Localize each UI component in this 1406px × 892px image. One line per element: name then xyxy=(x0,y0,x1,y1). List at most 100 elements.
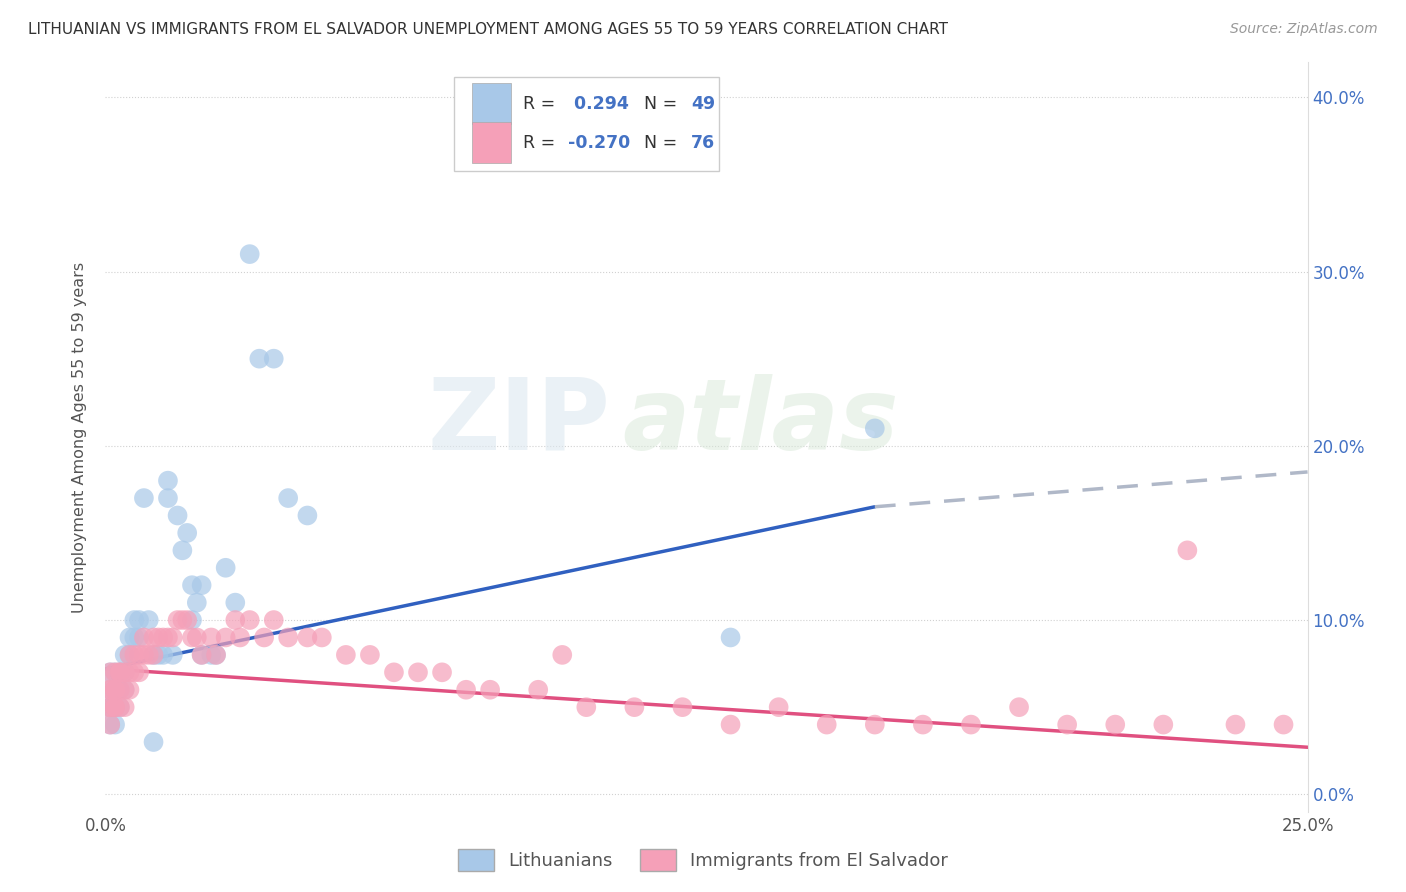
Point xyxy=(108,665,131,680)
Point xyxy=(98,700,121,714)
Point xyxy=(671,700,693,714)
Text: ZIP: ZIP xyxy=(427,374,610,471)
FancyBboxPatch shape xyxy=(472,83,510,124)
Point xyxy=(224,613,246,627)
Point xyxy=(960,717,983,731)
Point xyxy=(1104,717,1126,731)
Point xyxy=(104,665,127,680)
Point xyxy=(190,648,212,662)
Point xyxy=(108,665,131,680)
Point xyxy=(104,700,127,714)
Point xyxy=(124,631,146,645)
Point xyxy=(118,648,141,662)
Point xyxy=(166,508,188,523)
Point xyxy=(98,665,121,680)
Point xyxy=(108,700,131,714)
Point xyxy=(311,631,333,645)
Point xyxy=(1225,717,1247,731)
Point xyxy=(114,665,136,680)
Point xyxy=(138,613,160,627)
Point xyxy=(152,631,174,645)
Point xyxy=(128,613,150,627)
Point xyxy=(239,613,262,627)
Point xyxy=(172,543,194,558)
Point xyxy=(214,561,236,575)
Point xyxy=(98,700,121,714)
Point xyxy=(118,631,141,645)
Point xyxy=(128,631,150,645)
Point xyxy=(263,351,285,366)
Point xyxy=(200,648,222,662)
Point xyxy=(253,631,276,645)
Point xyxy=(205,648,228,662)
Point xyxy=(104,682,127,697)
Point xyxy=(142,735,165,749)
Point xyxy=(335,648,357,662)
Point xyxy=(108,700,131,714)
Point xyxy=(108,665,131,680)
Point xyxy=(768,700,790,714)
Point xyxy=(156,491,179,505)
Point xyxy=(148,648,170,662)
Point xyxy=(104,700,127,714)
Point xyxy=(114,648,136,662)
Point xyxy=(166,613,188,627)
Point xyxy=(247,351,270,366)
Point xyxy=(108,682,131,697)
Point xyxy=(98,665,121,680)
Point xyxy=(863,421,886,435)
Point xyxy=(104,700,127,714)
Point xyxy=(114,665,136,680)
Point xyxy=(277,631,299,645)
Point xyxy=(1152,717,1174,731)
Text: -0.270: -0.270 xyxy=(568,134,630,152)
Point xyxy=(551,648,574,662)
Point xyxy=(132,631,155,645)
Point xyxy=(142,648,165,662)
Point xyxy=(118,682,141,697)
Point xyxy=(176,525,198,540)
Point xyxy=(297,631,319,645)
Point xyxy=(98,682,121,697)
Point xyxy=(181,613,204,627)
Point xyxy=(239,247,262,261)
Point xyxy=(176,613,198,627)
Point xyxy=(162,648,184,662)
Point xyxy=(190,648,212,662)
Point xyxy=(224,596,246,610)
Point xyxy=(297,508,319,523)
Y-axis label: Unemployment Among Ages 55 to 59 years: Unemployment Among Ages 55 to 59 years xyxy=(72,261,87,613)
Point xyxy=(181,631,204,645)
Point xyxy=(200,631,222,645)
Text: N =: N = xyxy=(633,95,683,112)
Point xyxy=(181,578,204,592)
Point xyxy=(277,491,299,505)
Point xyxy=(98,700,121,714)
Point xyxy=(104,717,127,731)
Point xyxy=(98,717,121,731)
Point xyxy=(108,682,131,697)
Point xyxy=(623,700,645,714)
Point xyxy=(142,648,165,662)
Point xyxy=(527,682,550,697)
Point xyxy=(186,596,208,610)
Legend: Lithuanians, Immigrants from El Salvador: Lithuanians, Immigrants from El Salvador xyxy=(450,842,956,879)
Point xyxy=(132,491,155,505)
Point xyxy=(114,682,136,697)
Point xyxy=(114,700,136,714)
Point xyxy=(118,648,141,662)
Point xyxy=(229,631,252,645)
Point xyxy=(104,682,127,697)
Point xyxy=(186,631,208,645)
Point xyxy=(104,682,127,697)
FancyBboxPatch shape xyxy=(472,122,510,163)
Point xyxy=(1177,543,1199,558)
Point xyxy=(430,665,453,680)
Point xyxy=(382,665,405,680)
Point xyxy=(124,613,146,627)
Point xyxy=(1272,717,1295,731)
Point xyxy=(128,648,150,662)
Point xyxy=(114,682,136,697)
Point xyxy=(359,648,381,662)
Point xyxy=(98,682,121,697)
